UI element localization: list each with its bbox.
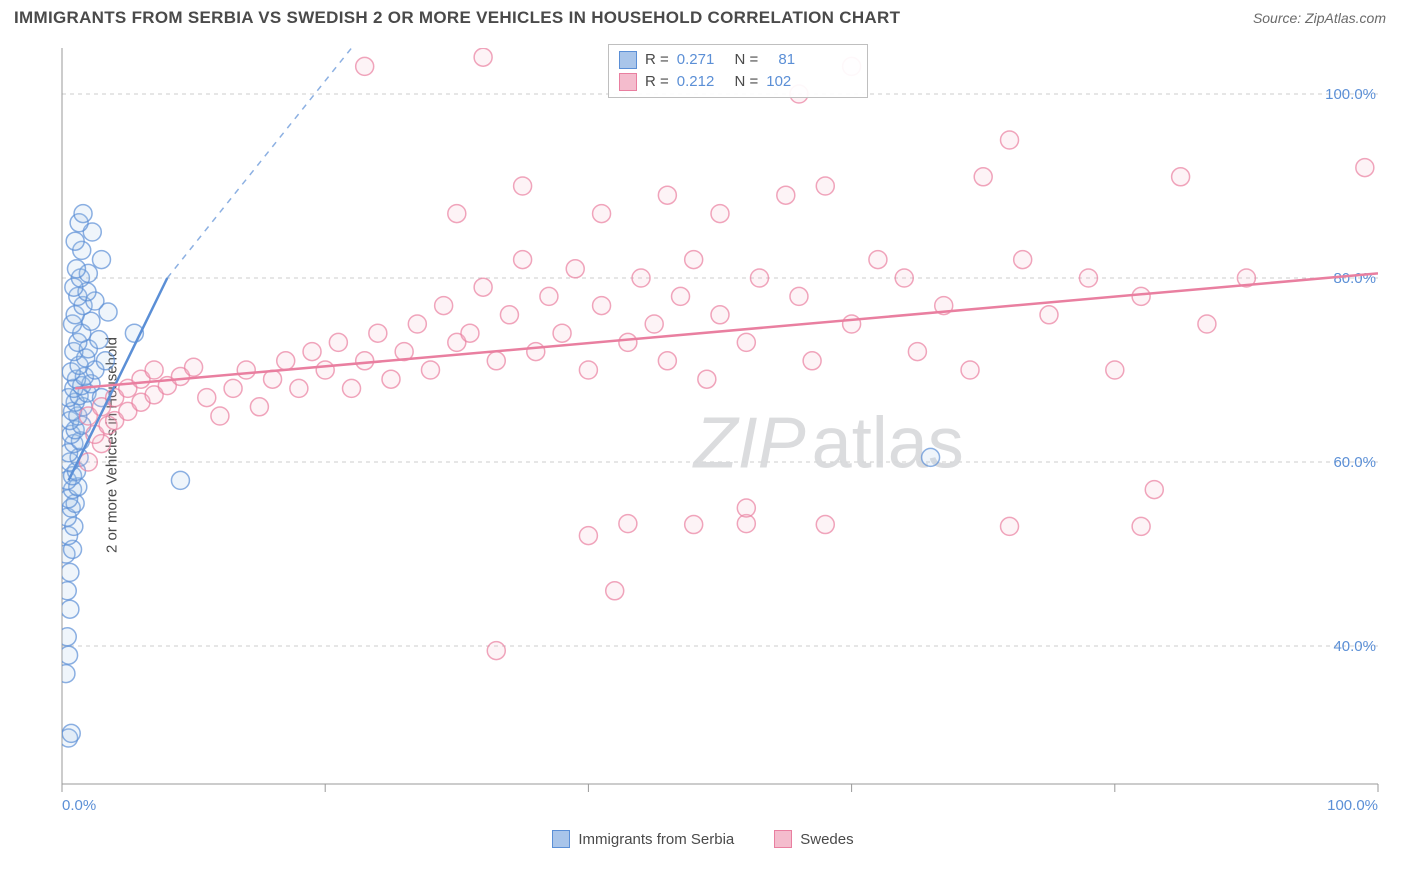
n-value: 81 [778,49,795,71]
legend-item: Immigrants from Serbia [552,830,734,848]
legend-swatch-serbia [619,51,637,69]
r-label: R = [645,49,669,71]
legend-row: R = 0.271 N = 81 [619,49,857,71]
n-label: N = [734,71,758,93]
n-value: 102 [766,71,791,93]
legend-swatch-swedes [619,73,637,91]
svg-text:ZIP: ZIP [692,404,806,484]
r-value: 0.212 [677,71,715,93]
scatter-svg: 40.0% 60.0% 80.0% 100.0% 0.0% 100.0% ZIPatlas [56,40,1392,820]
legend-swatch-swedes-icon [774,830,792,848]
legend-row: R = 0.212 N = 102 [619,71,857,93]
svg-text:0.0%: 0.0% [62,797,96,814]
chart-title: IMMIGRANTS FROM SERBIA VS SWEDISH 2 OR M… [14,8,900,28]
chart-source: Source: ZipAtlas.com [1253,10,1386,26]
svg-text:atlas: atlas [812,404,964,484]
chart-container: 2 or more Vehicles in Household 40.0%60.… [14,40,1392,850]
svg-text:100.0%: 100.0% [1325,86,1376,103]
correlation-legend: R = 0.271 N = 81 R = 0.212 N = 102 [608,44,868,98]
svg-text:60.0%: 60.0% [1333,454,1376,471]
legend-label: Swedes [800,831,853,848]
legend-swatch-serbia-icon [552,830,570,848]
n-label: N = [734,49,758,71]
r-label: R = [645,71,669,93]
chart-header: IMMIGRANTS FROM SERBIA VS SWEDISH 2 OR M… [0,0,1406,32]
svg-text:40.0%: 40.0% [1333,638,1376,655]
svg-text:100.0%: 100.0% [1327,797,1378,814]
plot-area: 40.0%60.0%80.0%100.0%0.0%100.0%ZIPatlas … [56,40,1392,820]
series-legend: Immigrants from Serbia Swedes [14,830,1392,848]
legend-item: Swedes [774,830,853,848]
legend-label: Immigrants from Serbia [578,831,734,848]
svg-text:80.0%: 80.0% [1333,270,1376,287]
r-value: 0.271 [677,49,715,71]
